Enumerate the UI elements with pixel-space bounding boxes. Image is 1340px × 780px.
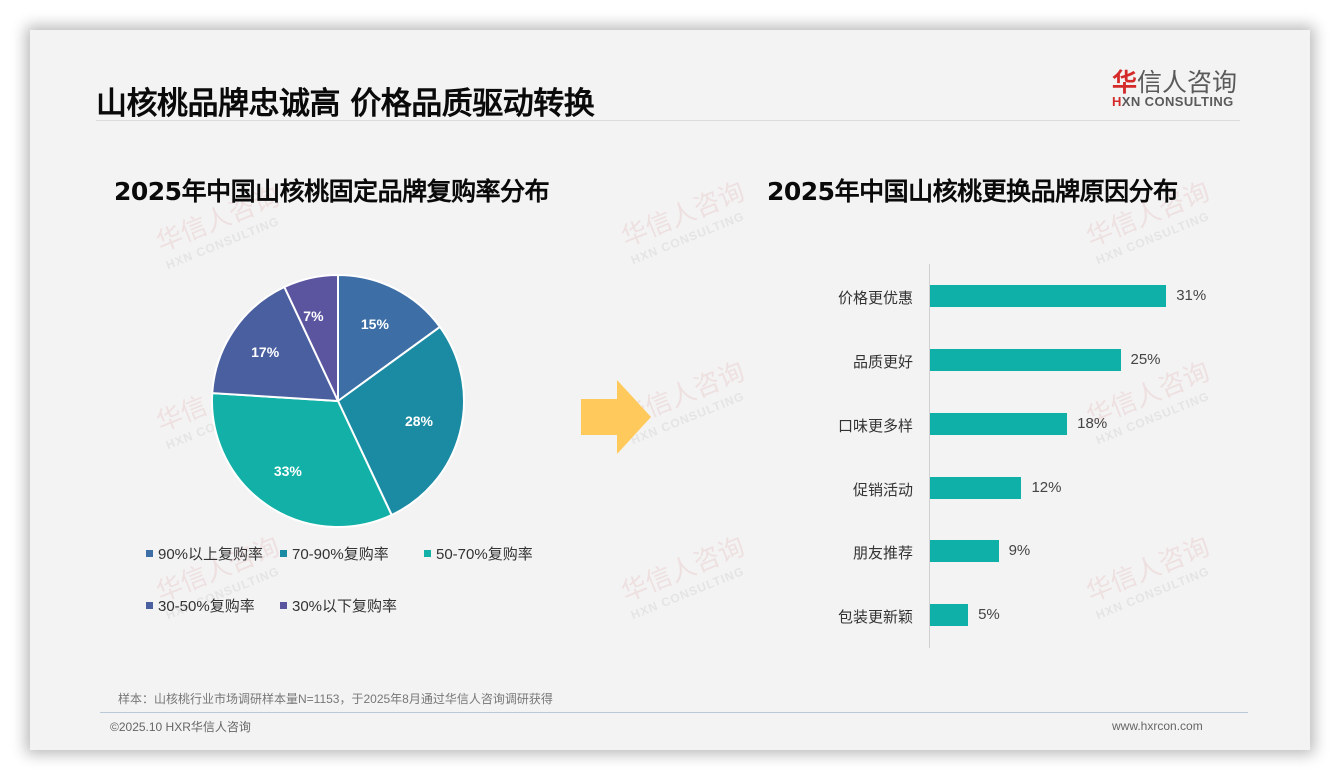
- legend-swatch: [280, 602, 287, 609]
- bar-category-label: 包装更新颖: [837, 609, 913, 626]
- bar-value-label: 12%: [1031, 479, 1062, 496]
- pie-chart: [211, 273, 465, 528]
- bar: [930, 285, 1167, 307]
- legend-item: 90%以上复购率: [146, 543, 263, 564]
- logo-text: 信人咨询: [1137, 68, 1238, 97]
- legend-label: 30%以下复购率: [292, 598, 398, 615]
- bar-row: 价格更优惠 31%: [30, 285, 1310, 307]
- bar: [930, 477, 1022, 499]
- bar-value-label: 5%: [978, 606, 1000, 623]
- legend-label: 90%以上复购率: [158, 546, 264, 563]
- bar-category-label: 朋友推荐: [852, 545, 913, 562]
- pie-slice-label: 15%: [360, 315, 389, 332]
- bar-category-label: 促销活动: [852, 482, 913, 499]
- logo-en-accent: H: [1112, 94, 1122, 109]
- legend-swatch: [146, 550, 153, 557]
- pie-slice: [337, 273, 442, 403]
- bar: [930, 604, 969, 626]
- bar-value-label: 31%: [1176, 287, 1207, 304]
- pie-slice: [336, 325, 465, 517]
- pie-slice-label: 17%: [251, 343, 280, 360]
- legend-item: 70-90%复购率: [280, 543, 389, 564]
- bar: [930, 540, 999, 562]
- legend-label: 50-70%复购率: [436, 546, 533, 563]
- bar-chart-axis: [929, 264, 930, 648]
- bar-value-label: 25%: [1130, 351, 1161, 368]
- pie-slice: [211, 392, 393, 528]
- logo-accent: 华: [1112, 68, 1138, 97]
- bar: [930, 349, 1121, 371]
- copyright: ©2025.10 HXR华信人咨询: [110, 720, 251, 734]
- slide: 华信人咨询 HXN CONSULTING 华信人咨询 HXN CONSULTING 华信…: [30, 30, 1310, 750]
- legend-item: 30%以下复购率: [280, 595, 397, 616]
- right-arrow-icon: [581, 380, 651, 454]
- pie-chart-title: 2025年中国山核桃固定品牌复购率分布: [114, 177, 550, 206]
- website-link[interactable]: www.hxrcon.com: [1112, 719, 1203, 733]
- bar-row: 促销活动 12%: [30, 477, 1310, 499]
- legend-item: 30-50%复购率: [146, 595, 255, 616]
- pie-slice-label: 33%: [273, 462, 302, 479]
- bar-row: 品质更好 25%: [30, 349, 1310, 371]
- legend-item: 50-70%复购率: [424, 543, 533, 564]
- legend-label: 30-50%复购率: [158, 598, 255, 615]
- logo-en-text: XN CONSULTING: [1121, 94, 1234, 109]
- bar-category-label: 品质更好: [852, 354, 913, 371]
- sample-note: 样本：山核桃行业市场调研样本量N=1153，于2025年8月通过华信人咨询调研获…: [118, 692, 553, 706]
- brand-logo-en: HXN CONSULTING: [1112, 94, 1234, 109]
- legend-swatch: [280, 550, 287, 557]
- brand-logo-cn: 华信人咨询: [1112, 63, 1237, 99]
- bar-row: 朋友推荐 9%: [30, 540, 1310, 562]
- bar-row: 口味更多样 18%: [30, 413, 1310, 435]
- legend-swatch: [146, 602, 153, 609]
- bar-chart-title: 2025年中国山核桃更换品牌原因分布: [767, 177, 1178, 206]
- bar: [930, 413, 1068, 435]
- bar-category-label: 价格更优惠: [837, 290, 913, 307]
- bar-row: 包装更新颖 5%: [30, 604, 1310, 626]
- pie-slice-label: 7%: [303, 308, 324, 325]
- pie-slice: [283, 273, 339, 402]
- legend-swatch: [424, 550, 431, 557]
- legend-label: 70-90%复购率: [292, 546, 389, 563]
- pie-slice: [211, 285, 340, 403]
- bar-category-label: 口味更多样: [837, 418, 913, 435]
- pie-slices: [211, 273, 465, 528]
- bar-value-label: 18%: [1077, 415, 1108, 432]
- title-divider: [96, 120, 1240, 121]
- pie-slice-label: 28%: [404, 413, 434, 430]
- page-title: 山核桃品牌忠诚高 价格品质驱动转换: [96, 86, 595, 122]
- bar-value-label: 9%: [1008, 542, 1031, 559]
- footer-divider: [100, 712, 1248, 713]
